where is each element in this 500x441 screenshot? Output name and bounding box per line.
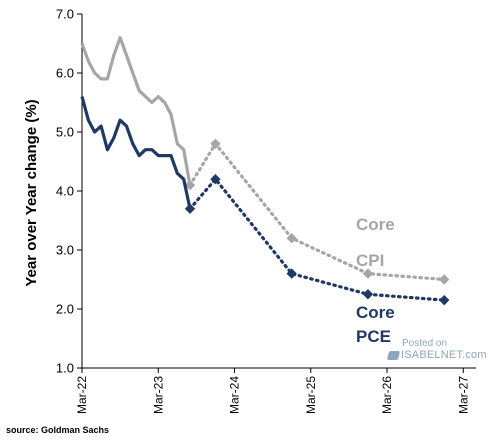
watermark-line2: ISABELNET.com bbox=[401, 349, 487, 361]
watermark: Posted on ISABELNET.com bbox=[386, 338, 487, 361]
core-pce-actual-line bbox=[80, 96, 192, 210]
x-tick-label: Mar-26 bbox=[380, 376, 394, 414]
series-label-1-line-0: Core bbox=[356, 303, 395, 322]
x-tick-label: Mar-22 bbox=[75, 376, 89, 414]
watermark-flag-icon bbox=[386, 350, 401, 360]
series-label-0-line-0: Core bbox=[356, 215, 395, 234]
x-tick-label: Mar-23 bbox=[151, 376, 165, 414]
core-pce-forecast-point bbox=[286, 268, 297, 279]
x-tick-label: Mar-25 bbox=[304, 376, 318, 414]
watermark-line1: Posted on bbox=[402, 338, 448, 349]
series-labels: Core CPI Core PCE bbox=[356, 215, 395, 346]
core-pce-forecast-point bbox=[210, 174, 221, 185]
series-label-0-line-1: CPI bbox=[356, 251, 384, 270]
core-cpi-actual-line bbox=[80, 36, 192, 186]
core-pce-forecast-point bbox=[439, 294, 450, 306]
core-cpi-forecast-point bbox=[439, 274, 450, 285]
y-tick-label: 1.0 bbox=[56, 361, 74, 376]
y-tick-label: 4.0 bbox=[56, 184, 74, 199]
core-pce-forecast-point bbox=[184, 203, 196, 214]
y-tick-label: 7.0 bbox=[56, 7, 74, 22]
y-tick-label: 6.0 bbox=[56, 66, 74, 81]
core-cpi-forecast-point bbox=[362, 268, 374, 279]
axes: 1.0 2.0 3.0 4.0 5.0 6.0 7.0 Mar-22 Mar-23 Mar-24 M… bbox=[56, 7, 476, 414]
series-label-1-line-1: PCE bbox=[356, 327, 391, 346]
core-cpi-forecast-point bbox=[286, 233, 297, 244]
x-tick-label: Mar-27 bbox=[456, 376, 470, 414]
x-tick-label: Mar-24 bbox=[228, 376, 242, 414]
core-pce-forecast-point bbox=[362, 289, 374, 300]
y-axis-label: Year over Year change (%) bbox=[23, 99, 40, 286]
core-pce-forecast-line bbox=[188, 176, 446, 302]
core-cpi-forecast-line bbox=[188, 141, 446, 282]
source-note: source: Goldman Sachs bbox=[6, 425, 110, 435]
y-tick-label: 2.0 bbox=[56, 302, 74, 317]
series-layer bbox=[80, 36, 450, 306]
core-cpi-forecast-point bbox=[184, 179, 196, 191]
y-tick-label: 5.0 bbox=[56, 125, 74, 140]
core-cpi-forecast-point bbox=[210, 138, 221, 149]
y-tick-label: 3.0 bbox=[56, 243, 74, 258]
watermark-line2-wrap: ISABELNET.com bbox=[386, 349, 487, 361]
